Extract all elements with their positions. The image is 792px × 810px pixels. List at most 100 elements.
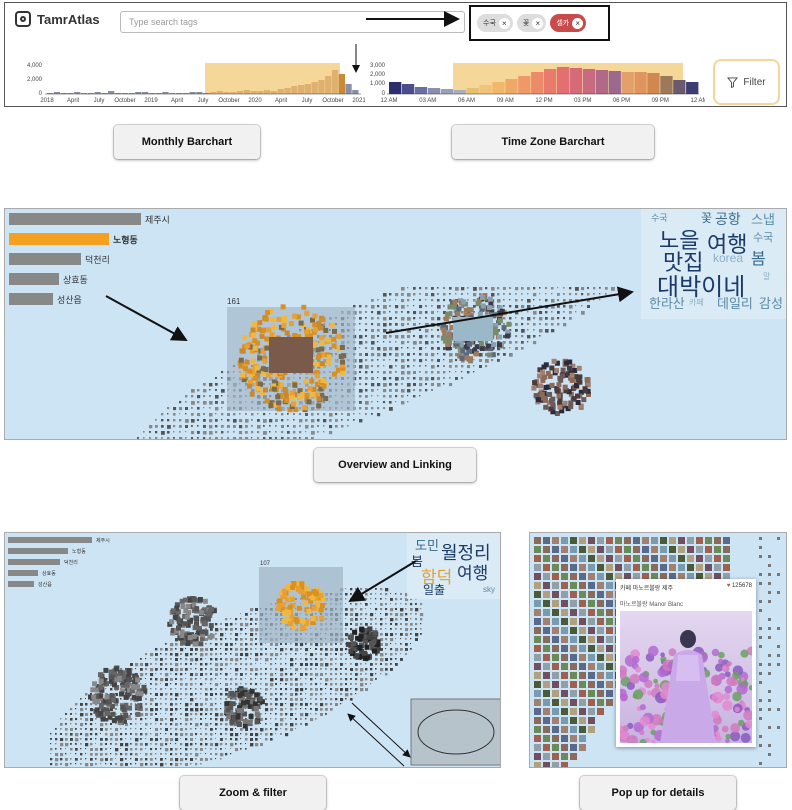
photo-dot[interactable] — [285, 658, 287, 660]
photo-dot[interactable] — [405, 593, 409, 597]
photo-dot[interactable] — [105, 748, 108, 751]
photo-dot[interactable] — [320, 643, 323, 646]
photo-dot[interactable] — [515, 287, 519, 291]
tag-search-input[interactable] — [120, 11, 465, 33]
photo-dot[interactable] — [395, 383, 398, 386]
photo-dot[interactable] — [410, 638, 412, 640]
photo-dot[interactable] — [400, 598, 402, 600]
photo-dot[interactable] — [310, 683, 313, 686]
photo-dot[interactable] — [509, 287, 511, 289]
photo-thumb[interactable] — [606, 627, 613, 634]
photo-dot[interactable] — [293, 425, 296, 428]
photo-dot[interactable] — [305, 663, 308, 666]
photo-dot[interactable] — [130, 713, 132, 715]
photo-dot[interactable] — [371, 353, 375, 357]
photo-dot[interactable] — [375, 628, 377, 630]
photo-dot[interactable] — [295, 693, 298, 696]
photo-dot[interactable] — [389, 353, 392, 356]
photo-dot[interactable] — [225, 678, 228, 681]
photo-dot[interactable] — [175, 643, 178, 646]
photo-dot[interactable] — [315, 643, 319, 647]
photo-dot[interactable] — [330, 683, 333, 686]
photo-dot[interactable] — [443, 299, 446, 302]
photo-thumb[interactable] — [552, 555, 559, 562]
photo-dot[interactable] — [105, 693, 108, 696]
photo-dot[interactable] — [145, 693, 147, 695]
photo-dot[interactable] — [479, 359, 482, 362]
photo-dot[interactable] — [200, 733, 202, 735]
photo-dot[interactable] — [380, 618, 383, 621]
bar[interactable] — [108, 91, 115, 94]
photo-dot[interactable] — [533, 311, 537, 315]
photo-dot[interactable] — [160, 728, 162, 730]
photo-dot[interactable] — [251, 431, 254, 434]
photo-thumb[interactable] — [487, 305, 492, 311]
photo-dot[interactable] — [225, 663, 228, 666]
photo-dot[interactable] — [383, 335, 387, 339]
photo-dot[interactable] — [449, 365, 452, 368]
photo-dot[interactable] — [235, 738, 238, 741]
photo-dot[interactable] — [195, 668, 197, 670]
photo-dot[interactable] — [55, 733, 57, 735]
photo-dot[interactable] — [455, 293, 457, 295]
photo-thumb[interactable] — [196, 625, 202, 631]
photo-dot[interactable] — [190, 658, 194, 662]
photo-dot[interactable] — [220, 653, 222, 655]
photo-dot[interactable] — [437, 299, 440, 302]
photo-dot[interactable] — [100, 758, 104, 762]
close-icon[interactable]: × — [572, 17, 584, 29]
bar[interactable] — [264, 90, 271, 94]
photo-dot[interactable] — [275, 673, 277, 675]
photo-dot[interactable] — [330, 688, 333, 691]
photo-dot[interactable] — [135, 753, 138, 756]
photo-dot[interactable] — [375, 593, 377, 595]
photo-dot[interactable] — [473, 305, 476, 308]
photo-dot[interactable] — [545, 299, 548, 302]
photo-thumb[interactable] — [660, 537, 667, 544]
photo-dot[interactable] — [203, 407, 205, 409]
photo-thumb[interactable] — [561, 573, 568, 580]
photo-thumb[interactable] — [581, 397, 587, 403]
photo-thumb[interactable] — [561, 681, 568, 688]
photo-thumb[interactable] — [651, 564, 658, 571]
photo-thumb[interactable] — [777, 645, 780, 648]
photo-dot[interactable] — [413, 377, 416, 380]
photo-dot[interactable] — [405, 613, 408, 616]
photo-thumb[interactable] — [579, 636, 586, 643]
photo-dot[interactable] — [150, 753, 153, 756]
photo-dot[interactable] — [443, 365, 445, 367]
photo-dot[interactable] — [350, 618, 354, 622]
photo-dot[interactable] — [385, 608, 388, 611]
photo-dot[interactable] — [503, 287, 506, 290]
photo-dot[interactable] — [170, 748, 173, 751]
photo-dot[interactable] — [167, 431, 170, 434]
photo-thumb[interactable] — [534, 636, 541, 643]
photo-thumb[interactable] — [554, 360, 560, 366]
photo-dot[interactable] — [485, 341, 489, 345]
photo-dot[interactable] — [285, 648, 288, 651]
photo-thumb[interactable] — [366, 630, 372, 636]
photo-dot[interactable] — [200, 748, 203, 751]
photo-thumb[interactable] — [455, 311, 461, 317]
photo-dot[interactable] — [260, 663, 262, 665]
photo-dot[interactable] — [335, 678, 337, 680]
photo-thumb[interactable] — [588, 627, 595, 634]
photo-thumb[interactable] — [777, 663, 780, 666]
photo-dot[interactable] — [405, 628, 409, 632]
photo-thumb[interactable] — [269, 332, 275, 338]
photo-dot[interactable] — [265, 703, 268, 706]
photo-dot[interactable] — [467, 287, 469, 289]
photo-thumb[interactable] — [543, 618, 550, 625]
photo-dot[interactable] — [350, 683, 352, 685]
photo-dot[interactable] — [455, 287, 459, 291]
photo-dot[interactable] — [380, 623, 383, 626]
photo-dot[interactable] — [85, 758, 87, 760]
photo-thumb[interactable] — [366, 634, 372, 640]
photo-thumb[interactable] — [237, 692, 243, 698]
photo-dot[interactable] — [275, 693, 277, 695]
photo-dot[interactable] — [160, 703, 162, 705]
photo-dot[interactable] — [70, 743, 72, 745]
photo-dot[interactable] — [280, 688, 282, 690]
photo-dot[interactable] — [431, 287, 434, 290]
photo-dot[interactable] — [455, 377, 458, 380]
